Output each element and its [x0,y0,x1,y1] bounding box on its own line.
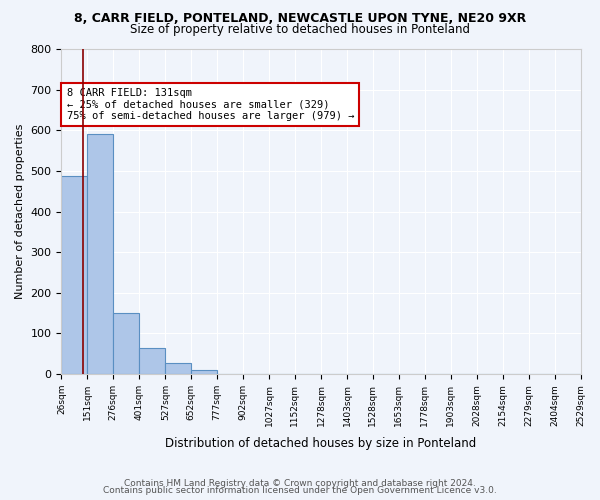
Text: 8, CARR FIELD, PONTELAND, NEWCASTLE UPON TYNE, NE20 9XR: 8, CARR FIELD, PONTELAND, NEWCASTLE UPON… [74,12,526,26]
Bar [113,313,139,374]
Bar [166,362,191,374]
Text: Size of property relative to detached houses in Ponteland: Size of property relative to detached ho… [130,22,470,36]
Bar [88,134,113,374]
Text: Contains public sector information licensed under the Open Government Licence v3: Contains public sector information licen… [103,486,497,495]
Text: 8 CARR FIELD: 131sqm
← 25% of detached houses are smaller (329)
75% of semi-deta: 8 CARR FIELD: 131sqm ← 25% of detached h… [67,88,354,121]
X-axis label: Distribution of detached houses by size in Ponteland: Distribution of detached houses by size … [166,437,476,450]
Text: Contains HM Land Registry data © Crown copyright and database right 2024.: Contains HM Land Registry data © Crown c… [124,478,476,488]
Bar [61,176,88,374]
Bar [139,348,166,374]
Bar [191,370,217,374]
Y-axis label: Number of detached properties: Number of detached properties [15,124,25,299]
